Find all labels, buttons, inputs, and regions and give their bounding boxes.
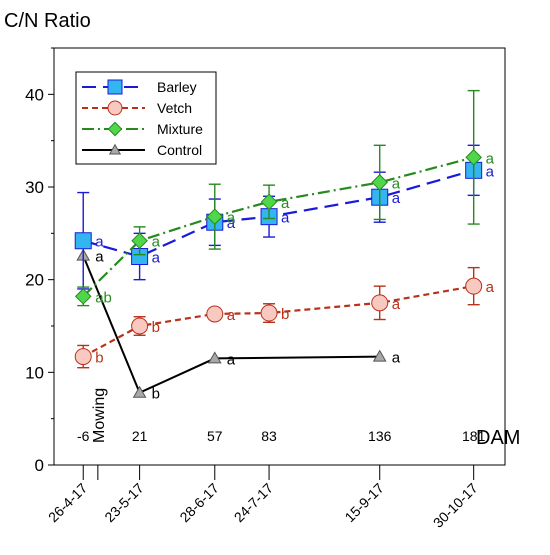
significance-label: a: [392, 190, 401, 207]
significance-label: b: [152, 319, 160, 336]
y-tick-label: 40: [25, 85, 44, 104]
mowing-annotation: Mowing: [91, 388, 108, 443]
dam-tick-label: 181: [462, 428, 486, 444]
legend-marker: [107, 100, 123, 116]
series-line: [82, 169, 474, 258]
series-line: [82, 255, 380, 395]
significance-label: a: [392, 175, 401, 192]
axes: 0 10 20 30 40: [25, 47, 506, 480]
legend-label: Control: [157, 142, 202, 158]
dam-tick-label: 57: [207, 428, 223, 444]
dam-tick-label: -6: [77, 428, 90, 444]
date-tick-label: 15-9-17: [341, 480, 387, 526]
data-point: [131, 317, 149, 335]
data-point: [74, 232, 92, 250]
legend-item-mixture: Mixture: [82, 121, 203, 137]
x-axis-unit-label: DAM: [476, 427, 520, 449]
data-point: [260, 193, 278, 211]
legend-item-vetch: Vetch: [82, 100, 192, 116]
data-point: [74, 348, 92, 366]
data-point: [465, 149, 482, 166]
series-vetch: bba baa: [74, 266, 495, 369]
data-point: [131, 232, 148, 250]
series-line: [82, 285, 474, 358]
data-point: [371, 174, 389, 191]
y-tick-label: 0: [35, 456, 44, 475]
significance-label: b: [152, 386, 160, 403]
legend-label: Vetch: [157, 100, 192, 116]
y-tick-label: 10: [25, 363, 44, 382]
data-point: [260, 304, 278, 322]
significance-label: a: [227, 215, 236, 232]
significance-label: a: [486, 150, 495, 167]
date-tick-label: 30-10-17: [430, 480, 481, 531]
legend-marker: [108, 143, 122, 155]
data-point: [132, 385, 147, 398]
significance-label: b: [281, 306, 289, 323]
date-tick-labels: 26-4-17 23-5-17 28-6-17 24-7-17 15-9-17 30-10…: [45, 480, 481, 531]
significance-label: a: [392, 350, 401, 367]
y-tick-label: 20: [25, 271, 44, 290]
legend-marker: [107, 79, 123, 95]
data-point: [371, 294, 389, 312]
dam-tick-label: 21: [132, 428, 148, 444]
significance-label: a: [486, 279, 495, 296]
data-point: [465, 277, 483, 295]
series-barley: aaa aaa: [74, 144, 495, 290]
chart-title: C/N Ratio: [4, 10, 91, 32]
data-point: [372, 349, 387, 362]
date-tick-label: 28-6-17: [176, 480, 222, 526]
legend-label: Barley: [157, 79, 197, 95]
date-tick-label: 26-4-17: [45, 480, 91, 526]
significance-label: a: [227, 210, 236, 227]
significance-label: a: [486, 163, 495, 180]
legend-item-barley: Barley: [82, 79, 197, 95]
significance-label: b: [95, 350, 103, 367]
series-line: [82, 156, 474, 298]
significance-label: a: [152, 234, 161, 251]
y-tick-label: 30: [25, 178, 44, 197]
series-control: aba a: [76, 248, 401, 403]
data-point: [207, 351, 222, 364]
significance-label: a: [152, 250, 161, 267]
significance-label: a: [281, 210, 290, 227]
date-tick-label: 24-7-17: [231, 480, 277, 526]
plot-frame: [53, 47, 506, 466]
significance-label: a: [281, 195, 290, 212]
dam-tick-labels: -6 21 57 83 136 181: [77, 428, 486, 444]
legend-item-control: Control: [82, 142, 202, 158]
significance-label: a: [227, 351, 236, 368]
dam-tick-label: 83: [261, 428, 277, 444]
significance-label: a: [227, 307, 236, 324]
significance-label: ab: [95, 289, 112, 306]
data-point: [74, 288, 92, 305]
data-point: [206, 305, 224, 323]
legend-marker: [107, 121, 123, 137]
legend-box: [75, 71, 217, 165]
date-tick-label: 23-5-17: [101, 480, 147, 526]
significance-label: a: [95, 234, 104, 251]
data-point: [206, 208, 224, 225]
legend-label: Mixture: [157, 121, 203, 137]
significance-label: a: [392, 296, 401, 313]
dam-tick-label: 136: [368, 428, 392, 444]
significance-label: a: [95, 249, 104, 266]
legend: Barley Vetch Mixture Control: [75, 71, 217, 165]
